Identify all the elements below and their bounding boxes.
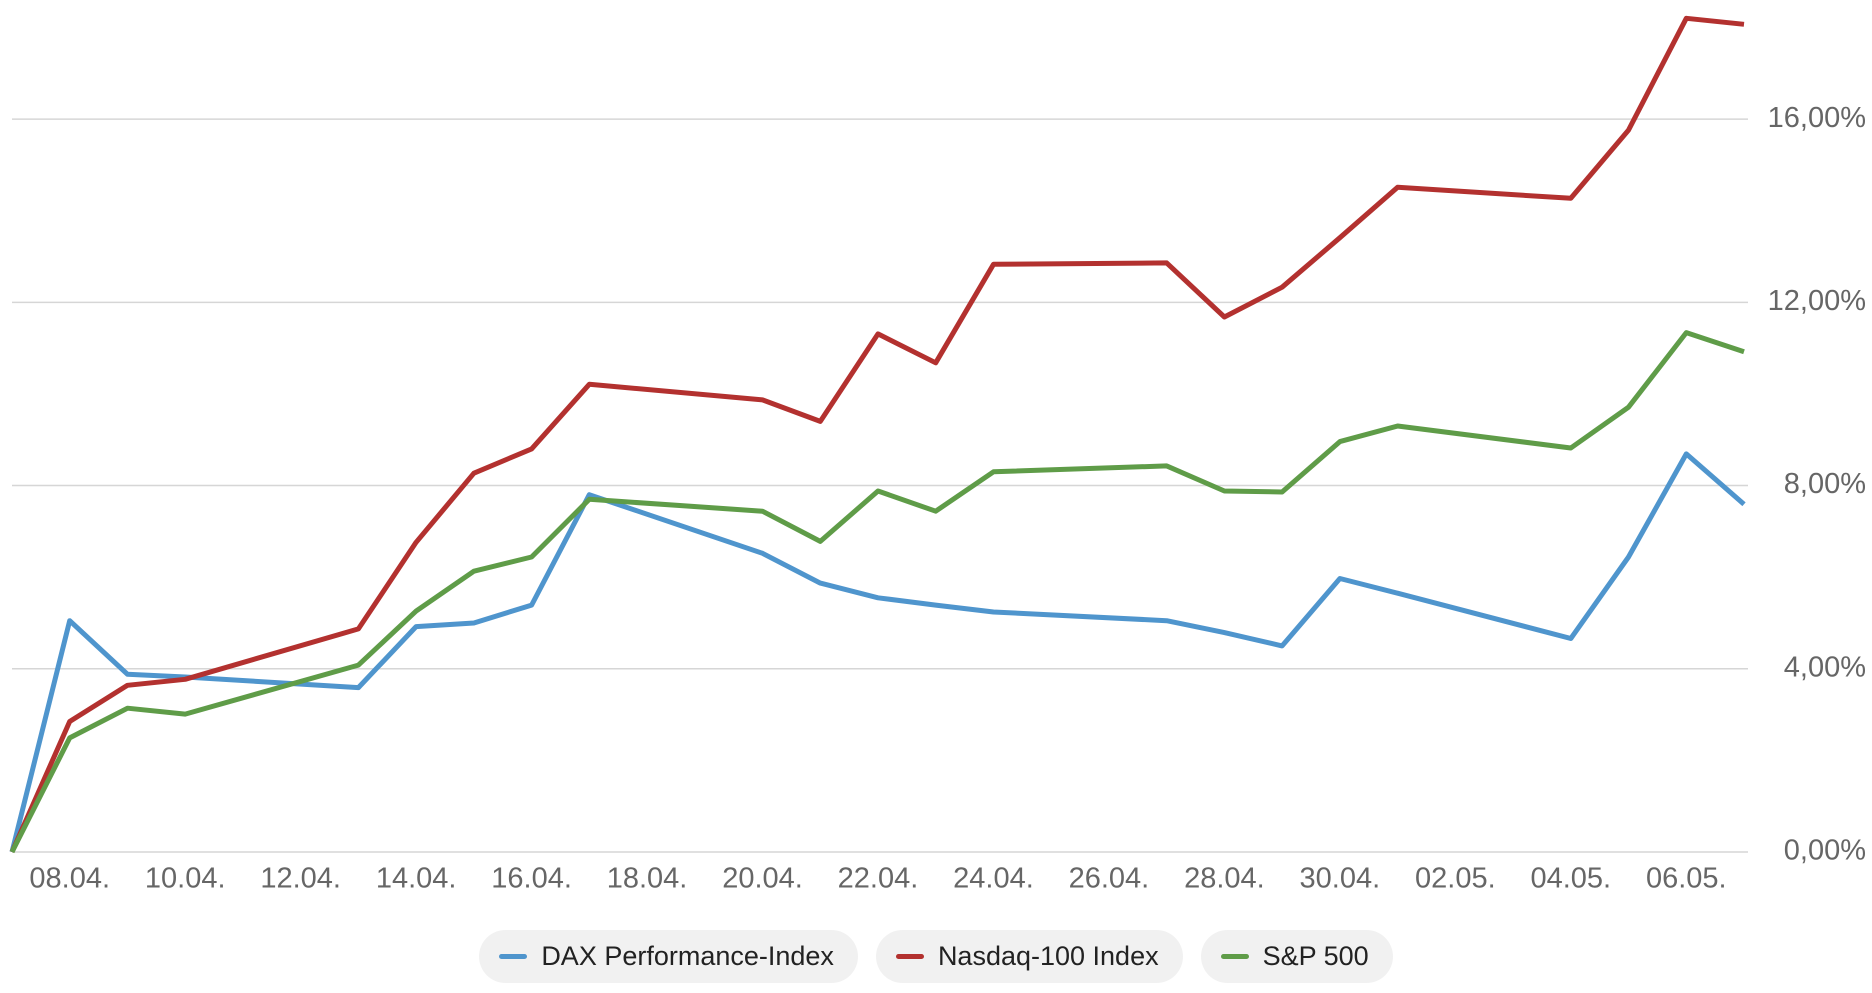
x-tick-label: 02.05.: [1415, 863, 1496, 895]
y-tick-label: 4,00%: [1784, 651, 1866, 683]
series-line: [9, 451, 1746, 853]
x-tick-label: 18.04.: [607, 863, 688, 895]
legend-label: Nasdaq-100 Index: [937, 941, 1159, 971]
x-tick-label: 20.04.: [722, 863, 803, 895]
x-tick-label: 16.04.: [491, 863, 572, 895]
y-tick-label: 16,00%: [1768, 102, 1866, 134]
series-line: [9, 15, 1745, 854]
chart: 0,00% 4,00% 8,00% 12,00% 16,00% 08.04. 10.04. 1…: [9, 15, 1866, 895]
legend: DAX Performance-Index Nasdaq-100 Index S&P…: [0, 930, 1872, 983]
x-tick-label: 12.04.: [260, 863, 341, 895]
x-tick-label: 04.05.: [1530, 863, 1611, 895]
legend-item[interactable]: Nasdaq-100 Index: [875, 930, 1183, 983]
x-tick-label: 22.04.: [838, 863, 919, 895]
y-tick-label: 12,00%: [1768, 285, 1866, 317]
y-tick-label: 0,00%: [1784, 835, 1866, 867]
x-tick-label: 08.04.: [29, 863, 110, 895]
x-tick-label: 30.04.: [1300, 863, 1381, 895]
x-tick-label: 06.05.: [1646, 863, 1727, 895]
legend-swatch: [895, 954, 924, 959]
y-tick-label: 8,00%: [1784, 468, 1866, 500]
x-tick-label: 14.04.: [376, 863, 457, 895]
legend-swatch: [1220, 954, 1249, 959]
x-tick-label: 10.04.: [145, 863, 226, 895]
x-tick-label: 28.04.: [1184, 863, 1265, 895]
legend-swatch: [499, 954, 528, 959]
legend-label: DAX Performance-Index: [541, 941, 834, 971]
x-tick-label: 24.04.: [953, 863, 1034, 895]
x-tick-label: 26.04.: [1069, 863, 1150, 895]
legend-item[interactable]: S&P 500: [1200, 930, 1393, 983]
legend-item[interactable]: DAX Performance-Index: [479, 930, 858, 983]
series-line: [9, 330, 1745, 854]
legend-label: S&P 500: [1262, 941, 1369, 971]
